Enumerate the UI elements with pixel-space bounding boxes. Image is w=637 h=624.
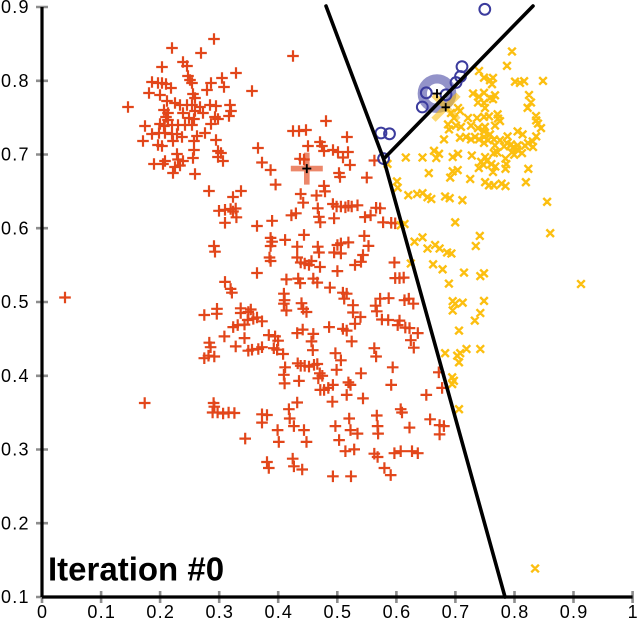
svg-text:1: 1 (628, 602, 637, 619)
svg-text:0.3: 0.3 (1, 440, 29, 460)
svg-text:0.4: 0.4 (1, 366, 29, 386)
svg-text:0.3: 0.3 (205, 602, 233, 619)
svg-text:0.5: 0.5 (324, 602, 352, 619)
svg-text:0: 0 (37, 602, 47, 619)
svg-text:0.1: 0.1 (87, 602, 115, 619)
svg-text:Iteration #0: Iteration #0 (48, 551, 224, 588)
svg-text:0.7: 0.7 (442, 602, 470, 619)
svg-text:0.5: 0.5 (1, 292, 29, 312)
svg-text:0.6: 0.6 (1, 218, 29, 238)
svg-text:0.2: 0.2 (146, 602, 174, 619)
svg-text:0.8: 0.8 (501, 602, 529, 619)
svg-text:0.9: 0.9 (560, 602, 588, 619)
svg-text:0.7: 0.7 (1, 145, 29, 165)
svg-text:0.8: 0.8 (1, 71, 29, 91)
svg-text:0.4: 0.4 (264, 602, 292, 619)
svg-text:0.1: 0.1 (1, 587, 29, 607)
svg-text:0.2: 0.2 (1, 514, 29, 534)
svg-text:0.6: 0.6 (383, 602, 411, 619)
svg-text:0.9: 0.9 (1, 0, 29, 17)
